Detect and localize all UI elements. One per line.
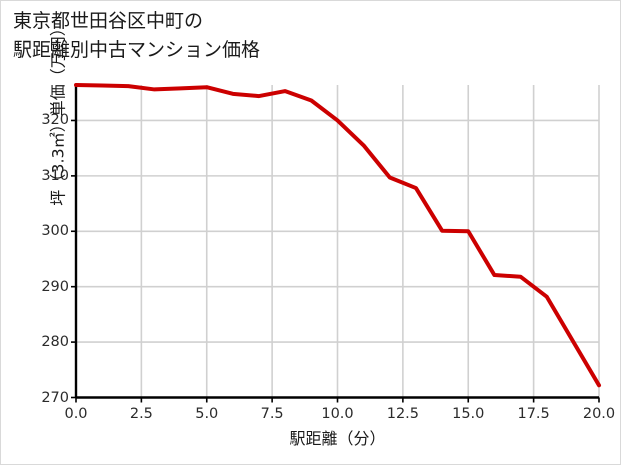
y-axis-title: 坪（3.3㎡）単価（万円）: [48, 20, 68, 206]
page-title: 東京都世田谷区中町の 駅距離別中古マンション価格: [13, 10, 261, 61]
price-line-series: [74, 83, 601, 388]
y-tick-label: 270: [41, 389, 69, 406]
x-tick-label: 2.5: [129, 405, 153, 422]
y-tick-label: 320: [41, 112, 69, 129]
x-axis-title: 駅距離（分）: [289, 429, 386, 448]
axis-tick-marks: [71, 119, 600, 403]
x-tick-label: 17.5: [517, 405, 550, 422]
x-tick-label: 15.0: [452, 405, 485, 422]
x-tick-label: 12.5: [386, 405, 420, 422]
x-tick-label: 20.0: [582, 405, 616, 422]
y-tick-label: 290: [41, 278, 69, 295]
x-tick-label: 0.0: [64, 405, 88, 422]
x-tick-label: 5.0: [195, 405, 219, 422]
x-tick-label: 7.5: [260, 405, 284, 422]
y-tick-label: 300: [41, 223, 69, 240]
x-tick-label: 10.0: [321, 405, 354, 422]
y-tick-label: 280: [41, 334, 69, 351]
y-tick-label: 310: [41, 167, 69, 184]
